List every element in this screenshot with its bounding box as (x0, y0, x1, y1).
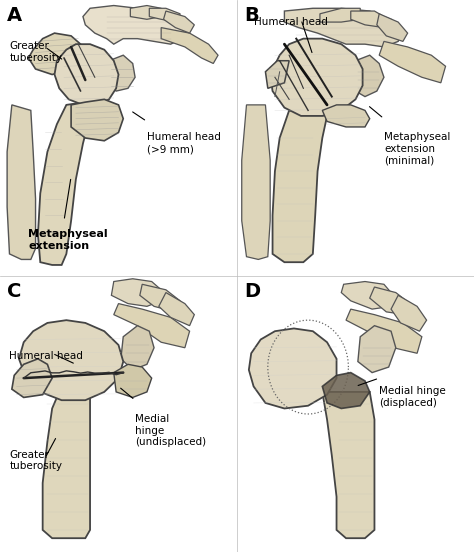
Polygon shape (109, 55, 135, 91)
Polygon shape (7, 105, 36, 259)
Polygon shape (370, 287, 410, 315)
Polygon shape (111, 279, 161, 306)
Polygon shape (130, 6, 161, 19)
Polygon shape (284, 8, 403, 47)
Polygon shape (28, 33, 83, 75)
Polygon shape (249, 328, 337, 408)
Polygon shape (149, 8, 180, 22)
Polygon shape (322, 105, 370, 127)
Polygon shape (379, 41, 446, 83)
Polygon shape (55, 44, 118, 105)
Polygon shape (322, 392, 374, 538)
Polygon shape (322, 373, 370, 408)
Polygon shape (320, 8, 360, 22)
Polygon shape (358, 326, 396, 373)
Polygon shape (159, 293, 194, 326)
Text: A: A (7, 6, 22, 24)
Text: Medial
hinge
(undisplaced): Medial hinge (undisplaced) (135, 414, 206, 447)
Polygon shape (83, 6, 185, 44)
Polygon shape (114, 364, 152, 397)
Polygon shape (12, 359, 52, 397)
Polygon shape (121, 326, 154, 370)
Polygon shape (161, 28, 218, 63)
Polygon shape (114, 304, 190, 348)
Text: Greater
tuberosity: Greater tuberosity (9, 450, 63, 471)
Polygon shape (164, 11, 194, 33)
Text: Metaphyseal
extension
(minimal): Metaphyseal extension (minimal) (384, 132, 450, 166)
Text: Humeral head: Humeral head (254, 17, 328, 26)
Polygon shape (38, 102, 90, 265)
Polygon shape (341, 282, 393, 309)
Polygon shape (71, 99, 123, 141)
Polygon shape (19, 320, 123, 400)
Polygon shape (356, 55, 384, 97)
Polygon shape (351, 11, 389, 28)
Polygon shape (273, 110, 327, 262)
Polygon shape (242, 105, 270, 259)
Polygon shape (265, 61, 289, 88)
Text: Greater
tuberosity: Greater tuberosity (9, 41, 63, 63)
Polygon shape (346, 309, 422, 353)
Text: Humeral head: Humeral head (9, 351, 83, 360)
Polygon shape (377, 14, 408, 41)
Text: Medial hinge
(displaced): Medial hinge (displaced) (379, 386, 446, 408)
Polygon shape (391, 295, 427, 331)
Polygon shape (43, 386, 90, 538)
Text: Humeral head
(>9 mm): Humeral head (>9 mm) (147, 132, 221, 154)
Text: D: D (244, 282, 260, 300)
Text: C: C (7, 282, 21, 300)
Polygon shape (140, 284, 180, 312)
Polygon shape (270, 39, 363, 116)
Text: B: B (244, 6, 259, 24)
Text: Metaphyseal
extension: Metaphyseal extension (28, 229, 108, 251)
